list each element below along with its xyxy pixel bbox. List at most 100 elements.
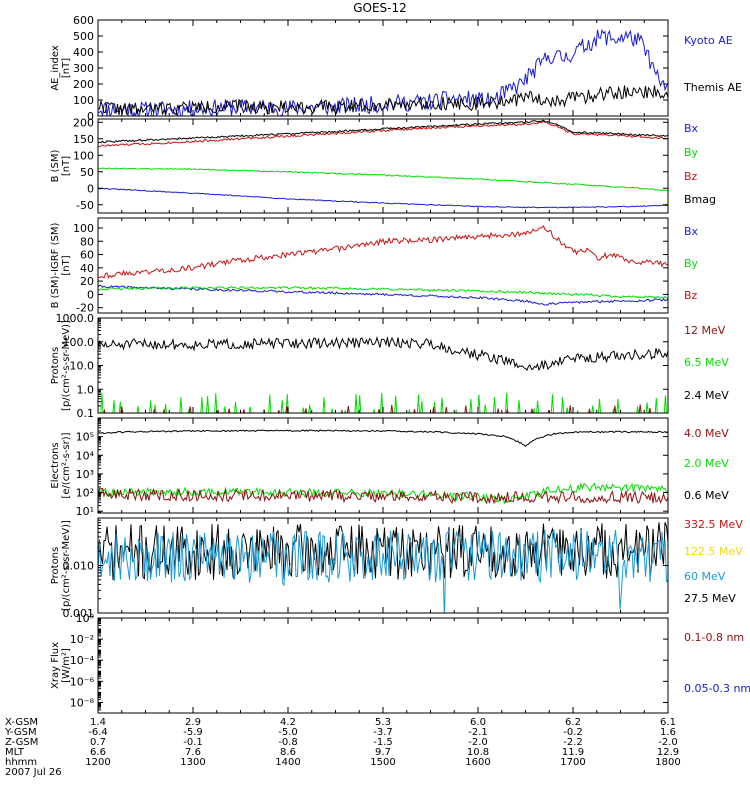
y-tick-label-ae: 300 <box>73 62 94 75</box>
panel-bsm: -50 0 50 100 150 200 B (SM)[nT] Bx By Bz Bmag <box>50 116 716 214</box>
series-bsm-bz <box>98 120 668 148</box>
legend-ae-kyoto-ae: Kyoto AE <box>684 34 733 47</box>
legend-protons_low-6-5-mev: 6.5 MeV <box>684 356 729 369</box>
series-group-ae <box>98 28 668 116</box>
panel-protons_low: 0.1 1.0 10.0 100.0 1000.0Protons[p/(cm²-s-sr… <box>50 312 729 420</box>
y-tick-label-xray: 10⁻⁶ <box>70 675 95 688</box>
y-tick-label-bigrf: 0 <box>87 288 94 301</box>
x-axis-row-value: 1.4 <box>90 717 106 728</box>
legend-electrons-0-6-mev: 0.6 MeV <box>684 489 729 502</box>
series-electrons-4-0-mev <box>98 487 668 505</box>
x-axis-row-value: -5.0 <box>278 727 298 738</box>
panel-frame-protons_low <box>97 317 669 414</box>
x-axis-row-value: -1.5 <box>373 737 393 748</box>
series-electrons-0-6-mev <box>98 429 668 447</box>
y-tick-label-xray: 10⁻⁸ <box>70 696 95 709</box>
series-group-protons_high <box>98 522 668 613</box>
legend-bsm-bmag: Bmag <box>684 193 716 206</box>
series-group-protons_low <box>98 336 668 413</box>
x-axis-row-value: -2.0 <box>658 737 678 748</box>
x-axis-row-label: Z-GSM <box>5 737 38 748</box>
y-axis-label-protons_low: Protons[p/(cm²-s-sr-MeV)] <box>50 320 72 411</box>
x-axis-row-value: 6.0 <box>470 717 486 728</box>
legend-protons_high-122-5-mev: 122.5 MeV <box>684 545 743 558</box>
x-axis-row-value: 2.9 <box>185 717 201 728</box>
x-axis-row-value: 1600 <box>465 757 490 768</box>
y-tick-label-xray: 10⁰ <box>76 612 95 625</box>
series-protons_low-2-4-mev <box>98 336 668 372</box>
y-axis-label-xray: Xray Flux[W/m²] <box>50 642 72 689</box>
legend-protons_high-27-5-mev: 27.5 MeV <box>684 592 736 605</box>
legend-bigrf-bx: Bx <box>684 225 699 238</box>
x-axis-row-value: 4.2 <box>280 717 296 728</box>
y-tick-label-bigrf: 100 <box>73 222 94 235</box>
panel-xray: 10⁻⁸ 10⁻⁶ 10⁻⁴ 10⁻² 10⁰ Xray Flux[W/m²] 0.1-0.… <box>50 612 750 714</box>
series-bsm-bx <box>98 187 668 209</box>
legend-bsm-bx: Bx <box>684 122 699 135</box>
legend-electrons-4-0-mev: 4.0 MeV <box>684 427 729 440</box>
x-axis-row-label: Y-GSM <box>4 727 37 738</box>
y-tick-label-protons_low: 10.0 <box>70 360 95 373</box>
x-axis-row-value: -5.9 <box>183 727 203 738</box>
series-group-bigrf <box>98 225 668 306</box>
x-axis-row-value: 1800 <box>655 757 680 768</box>
y-axis-label-protons_high: Protons[p/(cm²-s-sr-MeV)] <box>50 520 72 611</box>
x-axis-row-value: 1700 <box>560 757 585 768</box>
y-tick-label-bsm: 50 <box>80 166 94 179</box>
y-tick-label-bigrf: 60 <box>80 249 94 262</box>
legend-xray-0-05-0-3-nm: 0.05-0.3 nm <box>684 682 750 695</box>
y-tick-label-bsm: 0 <box>87 182 94 195</box>
x-axis-row-value: -2.1 <box>468 727 488 738</box>
y-tick-label-electrons: 10¹ <box>76 505 94 518</box>
y-tick-label-ae: 400 <box>73 46 94 59</box>
panel-ae: 0 100 200 300 400 500 600 AE_index[nT] Kyoto AE T… <box>50 14 742 123</box>
y-tick-label-bsm: 200 <box>73 116 94 129</box>
series-bigrf-bx <box>98 284 668 306</box>
y-tick-label-ae: 500 <box>73 30 94 43</box>
y-tick-label-ae: 100 <box>73 94 94 107</box>
legend-bsm-bz: Bz <box>684 170 698 183</box>
x-axis-row-value: -6.4 <box>88 727 108 738</box>
figure-title: GOES-12 <box>353 1 407 15</box>
series-bsm-bmag <box>98 119 668 144</box>
x-axis-row-value: 1300 <box>180 757 205 768</box>
y-tick-label-bigrf: -20 <box>76 302 94 315</box>
panel-frame-bigrf <box>97 217 669 314</box>
y-tick-label-electrons: 10⁴ <box>76 449 95 462</box>
legend-bigrf-bz: Bz <box>684 289 698 302</box>
x-axis-row-label: X-GSM <box>5 717 38 728</box>
x-axis-row-value: 0.7 <box>90 737 106 748</box>
y-tick-label-bsm: 150 <box>73 133 94 146</box>
y-tick-label-protons_high: 0.001 <box>63 607 95 620</box>
x-axis-row-value: 8.6 <box>280 747 296 758</box>
x-axis-ephemeris-table: X-GSM 1.4 2.9 4.2 5.3 6.0 6.2 6.1Y-GSM -6.4 -5.9-… <box>4 717 681 778</box>
x-axis-row-value: 7.6 <box>185 747 201 758</box>
y-tick-label-bsm: -50 <box>76 199 94 212</box>
y-tick-label-protons_low: 0.1 <box>77 407 95 420</box>
x-axis-row-value: 1400 <box>275 757 300 768</box>
y-tick-label-bigrf: 20 <box>80 275 94 288</box>
x-axis-row-value: -0.8 <box>278 737 298 748</box>
legend-protons_high-60-mev: 60 MeV <box>684 570 726 583</box>
y-tick-label-bsm: 100 <box>73 149 94 162</box>
legend-protons_high-332-5-mev: 332.5 MeV <box>684 518 743 531</box>
x-axis-date: 2007 Jul 26 <box>5 767 62 778</box>
legend-electrons-2-0-mev: 2.0 MeV <box>684 457 729 470</box>
legend-protons_low-2-4-mev: 2.4 MeV <box>684 389 729 402</box>
y-axis-label-bigrf: B (SM)-IGRF (SM)[nT] <box>50 223 72 309</box>
x-axis-row-value: 1500 <box>370 757 395 768</box>
x-axis-row-value: 5.3 <box>375 717 391 728</box>
series-protons_low-12-mev <box>103 404 652 413</box>
x-axis-row-value: 6.6 <box>90 747 106 758</box>
series-ae-themis-ae <box>98 85 668 116</box>
y-tick-label-ae: 200 <box>73 78 94 91</box>
y-tick-label-electrons: 10³ <box>76 468 94 481</box>
x-axis-row-value: 9.7 <box>375 747 391 758</box>
y-axis-label-ae: AE_index[nT] <box>50 45 72 91</box>
legend-bsm-by: By <box>684 146 699 159</box>
x-axis-row-label: hhmm <box>5 757 37 768</box>
x-axis-row-value: 1.6 <box>660 727 676 738</box>
x-axis-row-value: -2.0 <box>468 737 488 748</box>
y-tick-label-ae: 600 <box>73 14 94 27</box>
y-tick-label-protons_high: 0.010 <box>63 560 95 573</box>
